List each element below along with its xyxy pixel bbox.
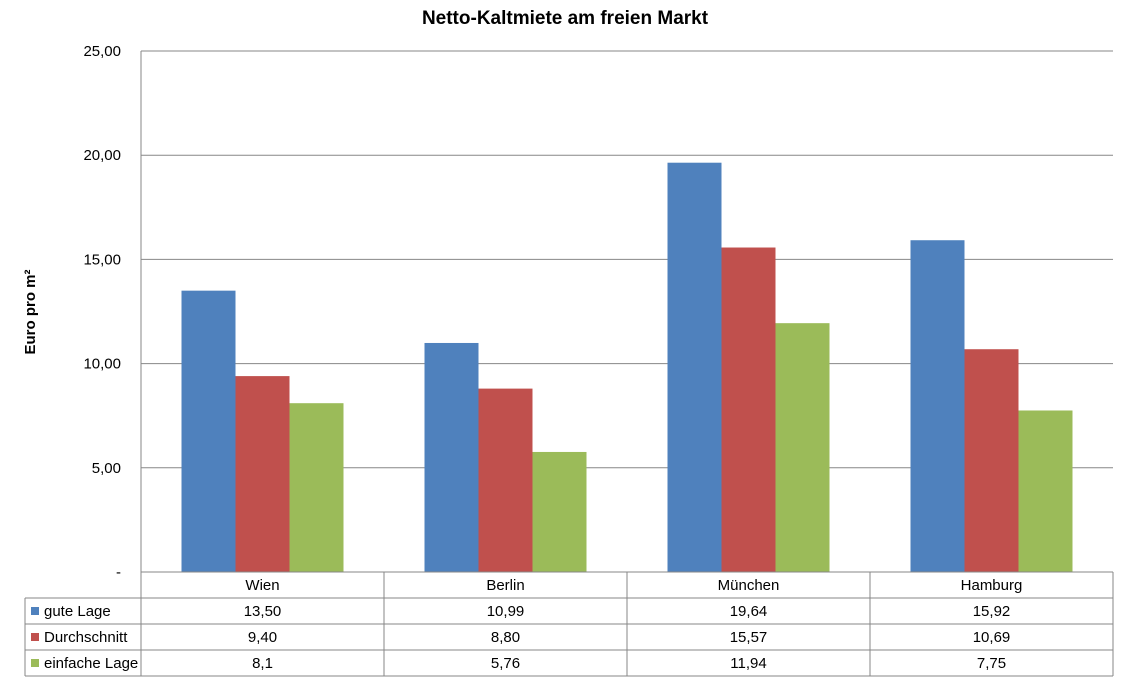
- bar-durchschnitt-wien: [235, 376, 290, 572]
- data-label: 8,80: [491, 629, 520, 646]
- category-label: Hamburg: [961, 577, 1023, 594]
- legend-label: einfache Lage: [44, 655, 138, 672]
- data-label: 19,64: [730, 603, 768, 620]
- legend-swatch: [31, 633, 39, 641]
- chart-title: Netto-Kaltmiete am freien Markt: [422, 8, 709, 29]
- y-tick-label: 25,00: [83, 43, 121, 60]
- category-label: Berlin: [486, 577, 524, 594]
- bars: [181, 162, 1073, 573]
- y-tick-label: 15,00: [83, 251, 121, 268]
- data-label: 10,69: [973, 629, 1011, 646]
- category-label: Wien: [245, 577, 279, 594]
- bar-einfache-lage-hamburg: [1018, 410, 1073, 572]
- data-table: Wien Berlin München Hamburg gute Lage 13,50 10…: [24, 571, 1114, 677]
- data-label: 13,50: [244, 603, 282, 620]
- y-tick-label: 5,00: [92, 460, 121, 477]
- legend-swatch: [31, 607, 39, 615]
- bar-gute-lage-münchen: [667, 162, 722, 572]
- y-tick-label: -: [116, 564, 121, 581]
- bar-gute-lage-wien: [181, 290, 236, 572]
- y-tick-label: 10,00: [83, 356, 121, 373]
- data-label: 5,76: [491, 655, 520, 672]
- data-label: 15,92: [973, 603, 1011, 620]
- bar-durchschnitt-münchen: [721, 247, 776, 573]
- data-label: 8,1: [252, 655, 273, 672]
- category-label: München: [718, 577, 780, 594]
- data-label: 10,99: [487, 603, 525, 620]
- data-label: 7,75: [977, 655, 1006, 672]
- bar-einfache-lage-berlin: [532, 451, 587, 572]
- legend-label: Durchschnitt: [44, 629, 128, 646]
- bar-einfache-lage-münchen: [775, 323, 830, 572]
- legend-swatch: [31, 659, 39, 667]
- y-tick-labels: - 5,00 10,00 15,00 20,00 25,00: [83, 43, 121, 581]
- data-label: 11,94: [730, 655, 766, 672]
- data-label: 9,40: [248, 629, 277, 646]
- bar-durchschnitt-hamburg: [964, 349, 1019, 572]
- bar-gute-lage-berlin: [424, 342, 479, 572]
- y-tick-label: 20,00: [83, 147, 121, 164]
- bar-durchschnitt-berlin: [478, 388, 533, 572]
- bar-einfache-lage-wien: [289, 403, 344, 572]
- bar-gute-lage-hamburg: [910, 240, 965, 572]
- data-label: 15,57: [730, 629, 768, 646]
- legend-label: gute Lage: [44, 603, 111, 620]
- y-axis-label: Euro pro m²: [22, 269, 39, 354]
